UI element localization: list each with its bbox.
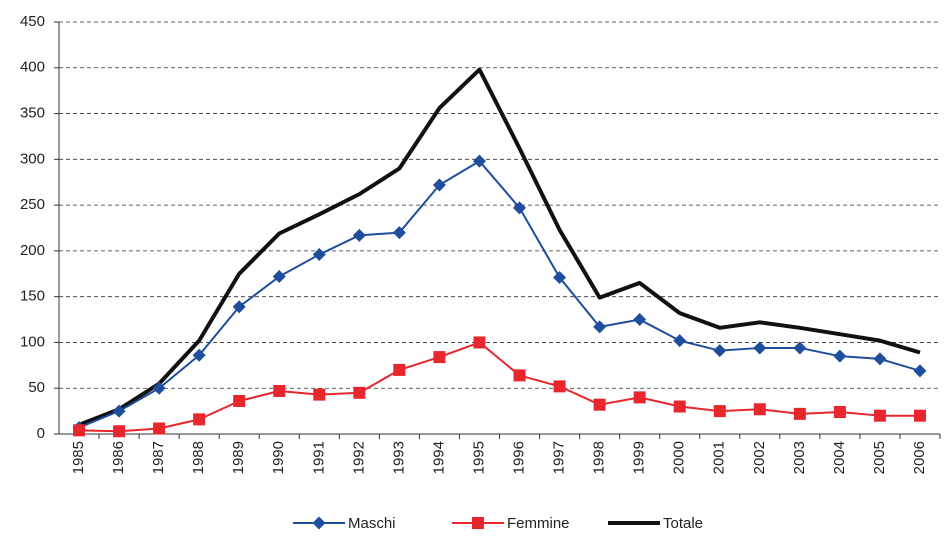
data-point xyxy=(833,406,846,419)
data-point xyxy=(833,349,847,363)
legend-marker xyxy=(472,517,484,529)
data-point xyxy=(113,425,126,438)
series-line xyxy=(78,160,921,429)
x-tick-label: 2004 xyxy=(831,441,848,474)
data-point xyxy=(793,407,806,420)
data-point xyxy=(233,395,246,408)
y-tick-label: 0 xyxy=(37,425,45,442)
y-tick-label: 200 xyxy=(20,242,45,259)
legend-label: Femmine xyxy=(507,515,570,532)
data-point xyxy=(152,381,166,395)
data-point xyxy=(913,364,927,378)
data-point xyxy=(553,380,566,393)
x-tick-label: 1986 xyxy=(110,441,127,474)
y-tick-label: 150 xyxy=(20,288,45,305)
data-point xyxy=(513,369,526,382)
series-line xyxy=(78,341,920,433)
legend-label: Maschi xyxy=(348,515,396,532)
y-tick-label: 250 xyxy=(20,196,45,213)
data-point xyxy=(913,409,926,422)
data-point xyxy=(232,300,246,314)
x-tick-label: 2005 xyxy=(871,441,888,474)
data-point xyxy=(753,403,766,416)
series-line xyxy=(78,67,921,427)
legend-marker xyxy=(312,516,326,530)
data-point xyxy=(393,363,406,376)
x-tick-label: 1985 xyxy=(70,441,87,474)
data-point xyxy=(473,336,486,349)
data-point xyxy=(633,391,646,404)
data-point xyxy=(873,352,887,366)
data-point xyxy=(713,405,726,418)
x-tick-label: 1996 xyxy=(510,441,527,474)
y-tick-label: 350 xyxy=(20,105,45,122)
data-point xyxy=(593,320,607,334)
x-tick-label: 1990 xyxy=(270,441,287,474)
y-tick-label: 50 xyxy=(28,379,45,396)
y-tick-label: 100 xyxy=(20,333,45,350)
data-point xyxy=(313,388,326,401)
x-tick-label: 2000 xyxy=(671,441,688,474)
data-point xyxy=(353,386,366,399)
x-tick-label: 2003 xyxy=(791,441,808,474)
data-point xyxy=(312,248,326,262)
x-tick-label: 1999 xyxy=(631,441,648,474)
data-point xyxy=(553,270,567,284)
y-tick-label: 400 xyxy=(20,59,45,76)
data-point xyxy=(713,344,727,358)
data-point xyxy=(513,201,527,215)
x-tick-label: 1987 xyxy=(150,441,167,474)
legend-label: Totale xyxy=(663,515,703,532)
data-point xyxy=(273,384,286,397)
x-tick-label: 1988 xyxy=(190,441,207,474)
data-point xyxy=(392,226,406,240)
data-point xyxy=(673,334,687,348)
data-point xyxy=(432,178,446,192)
x-tick-label: 2001 xyxy=(711,441,728,474)
x-tick-label: 1994 xyxy=(430,441,447,474)
data-point xyxy=(153,422,166,435)
data-point xyxy=(633,313,647,327)
x-tick-label: 1998 xyxy=(591,441,608,474)
x-tick-label: 1995 xyxy=(470,441,487,474)
data-point xyxy=(673,400,686,413)
x-tick-label: 1993 xyxy=(390,441,407,474)
x-tick-label: 1992 xyxy=(350,441,367,474)
data-point xyxy=(192,348,206,362)
data-point xyxy=(73,424,86,437)
data-point xyxy=(472,154,486,168)
data-point xyxy=(593,398,606,411)
data-point xyxy=(753,341,767,355)
data-point xyxy=(433,351,446,364)
x-tick-label: 1991 xyxy=(310,441,327,474)
y-tick-label: 450 xyxy=(20,13,45,30)
data-point xyxy=(352,228,366,242)
x-tick-label: 1997 xyxy=(551,441,568,474)
x-tick-label: 2006 xyxy=(911,441,928,474)
data-point xyxy=(793,341,807,355)
data-point xyxy=(112,404,126,418)
y-tick-label: 300 xyxy=(20,150,45,167)
x-tick-label: 1989 xyxy=(230,441,247,474)
x-tick-label: 2002 xyxy=(751,441,768,474)
data-point xyxy=(873,409,886,422)
data-point xyxy=(193,413,206,426)
data-point xyxy=(272,270,286,284)
